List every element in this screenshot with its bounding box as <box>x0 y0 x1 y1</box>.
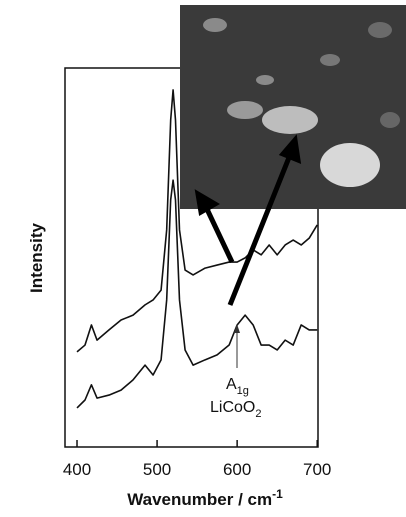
inset-blob <box>227 101 263 119</box>
inset-blob <box>320 54 340 66</box>
annotation-sub: 2 <box>255 408 261 420</box>
arrow-head <box>278 134 302 164</box>
spectrum-line <box>76 89 318 353</box>
spectrum-line <box>76 179 318 409</box>
inset-image <box>180 5 406 209</box>
inset-blob <box>380 112 400 128</box>
inset-blob <box>368 22 392 38</box>
arrow <box>203 205 235 264</box>
arrow-head <box>194 189 220 216</box>
annotation-sub: 1g <box>237 385 249 397</box>
annotation-text: A <box>226 376 237 393</box>
y-axis-label: Intensity <box>27 223 46 293</box>
annotation-text: LiCoO <box>210 399 255 416</box>
thin-arrow-head <box>234 324 240 333</box>
x-axis-label: Wavenumber / cm-1 <box>127 487 283 509</box>
annotation: A1g <box>226 376 249 397</box>
x-tick-label: 500 <box>143 460 171 479</box>
arrows <box>194 134 302 306</box>
annotation-arrow <box>234 324 240 368</box>
x-tick-label: 600 <box>223 460 251 479</box>
x-axis-label-sup: -1 <box>272 487 283 501</box>
inset-blob <box>262 106 318 134</box>
x-axis-label-text: Wavenumber / cm <box>127 490 272 509</box>
inset-blob <box>203 18 227 32</box>
inset-blob <box>320 143 380 187</box>
arrow <box>227 154 293 306</box>
x-tick-label: 400 <box>63 460 91 479</box>
annotation: LiCoO2 <box>210 399 261 420</box>
x-tick-label: 700 <box>303 460 331 479</box>
inset-blob <box>256 75 274 85</box>
